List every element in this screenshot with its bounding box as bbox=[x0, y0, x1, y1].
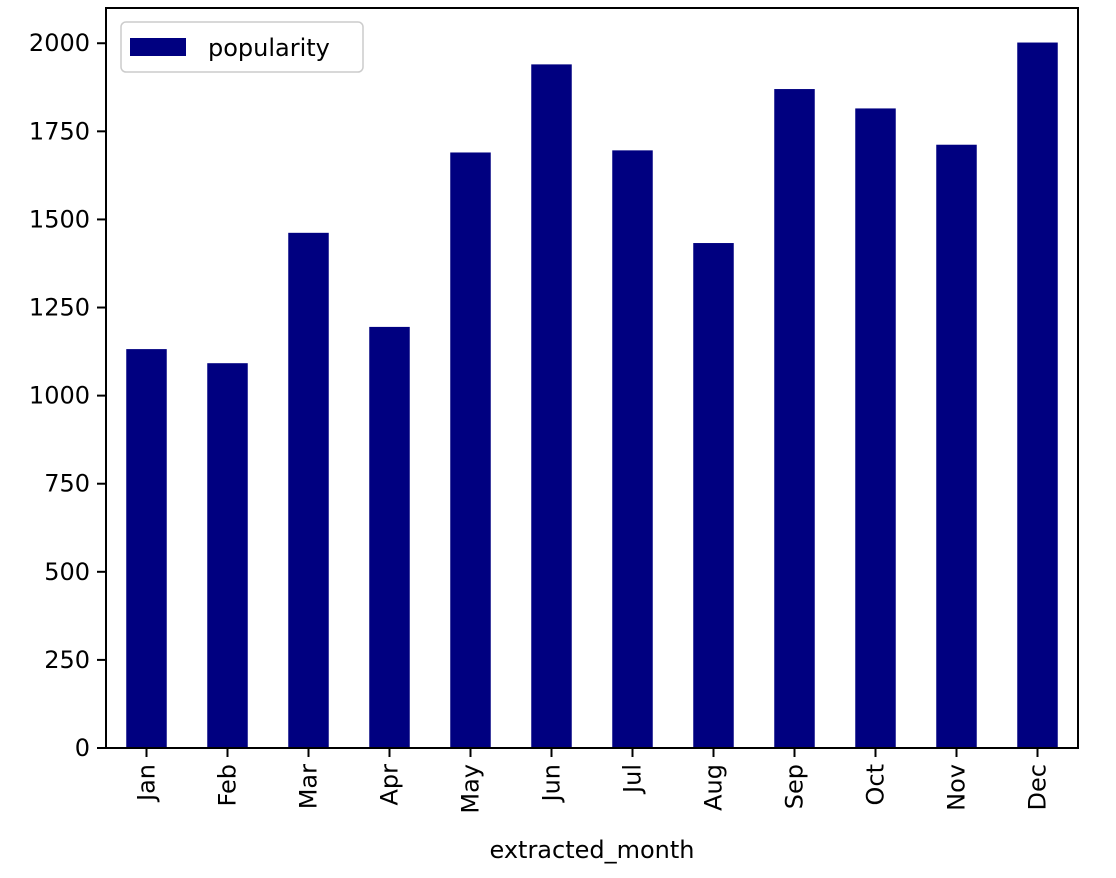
x-tick-label: May bbox=[457, 764, 485, 814]
y-tick-label: 250 bbox=[44, 646, 90, 674]
bar-nov bbox=[936, 144, 977, 748]
x-tick-label: Oct bbox=[862, 764, 890, 806]
legend-swatch bbox=[130, 38, 186, 56]
bar-feb bbox=[207, 363, 248, 748]
y-tick-label: 2000 bbox=[29, 29, 90, 57]
bar-mar bbox=[288, 232, 329, 749]
bar-jan bbox=[126, 349, 167, 748]
y-tick-label: 1250 bbox=[29, 294, 90, 322]
y-tick-label: 0 bbox=[75, 734, 90, 762]
x-tick-label: Apr bbox=[376, 764, 404, 806]
y-axis: 0 250 500 750 1000 1250 1500 1750 2000 bbox=[29, 29, 106, 762]
x-tick-label: Nov bbox=[943, 764, 971, 811]
x-tick-label: Jul bbox=[619, 764, 647, 795]
bar-may bbox=[450, 152, 491, 748]
legend: popularity bbox=[120, 21, 364, 73]
y-tick-label: 1750 bbox=[29, 117, 90, 145]
x-tick-label: Jun bbox=[538, 764, 566, 804]
legend-label: popularity bbox=[208, 34, 330, 62]
bar-oct bbox=[855, 108, 896, 748]
bar-jul bbox=[612, 150, 653, 748]
y-tick-label: 750 bbox=[44, 470, 90, 498]
bar-jun bbox=[531, 64, 572, 748]
x-axis: Jan Feb Mar Apr May Jun Jul Aug Sep Oct Nov Dec bbox=[133, 748, 1052, 814]
x-tick-label: Jan bbox=[133, 764, 161, 803]
bar-aug bbox=[693, 243, 734, 749]
y-tick-label: 500 bbox=[44, 558, 90, 586]
plot-frame bbox=[105, 7, 1079, 749]
x-tick-label: Dec bbox=[1024, 764, 1052, 810]
bars-group bbox=[126, 42, 1058, 749]
x-tick-label: Sep bbox=[781, 764, 809, 809]
bar-dec bbox=[1017, 42, 1058, 749]
x-axis-label: extracted_month bbox=[489, 836, 694, 864]
bar-apr bbox=[369, 326, 410, 748]
legend-box bbox=[120, 21, 364, 73]
x-tick-label: Mar bbox=[295, 764, 323, 809]
bar-sep bbox=[774, 89, 815, 749]
y-tick-label: 1000 bbox=[29, 382, 90, 410]
x-tick-label: Feb bbox=[214, 764, 242, 807]
x-tick-label: Aug bbox=[700, 764, 728, 811]
y-tick-label: 1500 bbox=[29, 205, 90, 233]
